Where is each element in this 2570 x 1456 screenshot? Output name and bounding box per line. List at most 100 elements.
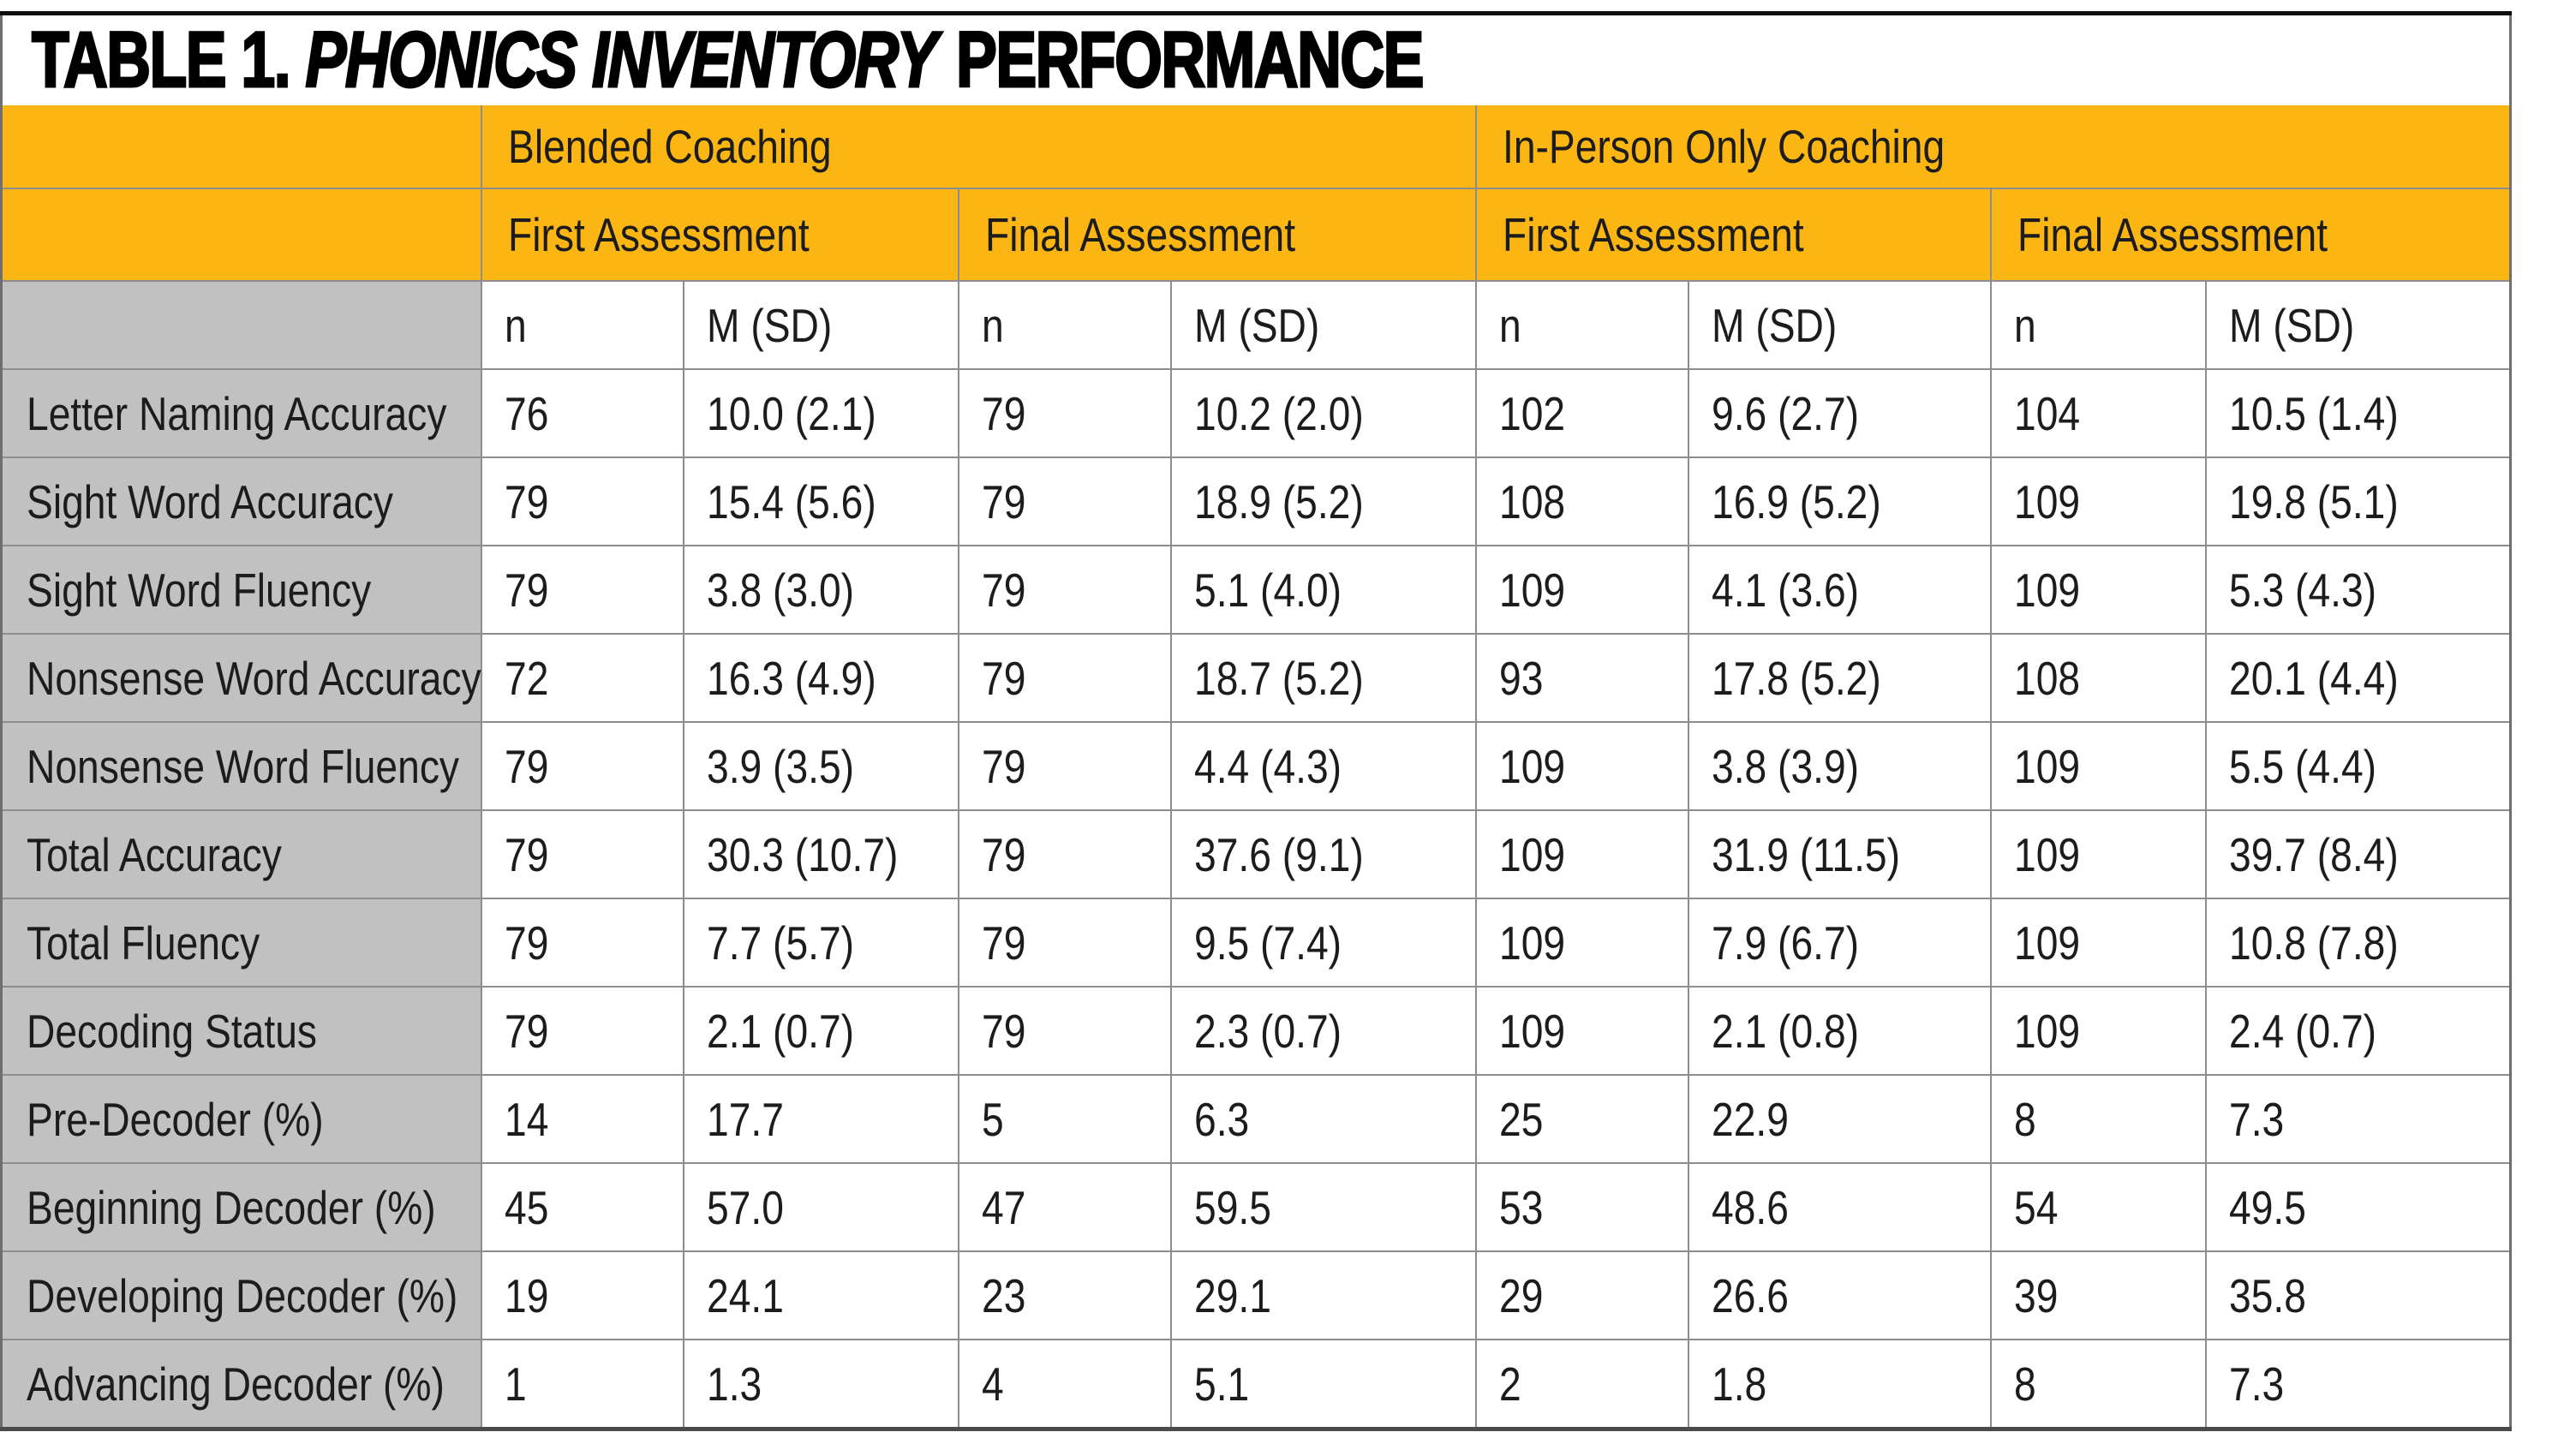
data-cell: 79 — [957, 545, 1172, 635]
stat-header-n: n — [957, 280, 1172, 370]
data-cell: 109 — [1989, 809, 2207, 899]
data-cell: 57.0 — [682, 1162, 959, 1252]
data-cell: 10.2 (2.0) — [1169, 368, 1477, 458]
row-label-cell: Developing Decoder (%) — [0, 1250, 482, 1340]
data-cell: 6.3 — [1169, 1074, 1477, 1164]
data-cell: 8 — [1989, 1074, 2207, 1164]
data-cell: 10.0 (2.1) — [682, 368, 959, 458]
stat-header-label: M (SD) — [1193, 298, 1319, 352]
row-label-cell: Sight Word Accuracy — [0, 456, 482, 546]
data-cell: 14 — [480, 1074, 684, 1164]
cell-value: 29 — [1498, 1268, 1543, 1322]
data-cell: 7.3 — [2204, 1074, 2513, 1164]
stat-header-n: n — [480, 280, 684, 370]
table-row-decoding-status: Decoding Status 79 2.1 (0.7) 79 2.3 (0.7… — [0, 986, 2513, 1076]
title-cell: TABLE 1. PHONICS INVENTORY PERFORMANCE — [0, 11, 2513, 105]
cell-value: 10.8 (7.8) — [2228, 916, 2399, 970]
data-cell: 79 — [957, 368, 1172, 458]
data-cell: 7.9 (6.7) — [1687, 898, 1992, 988]
data-cell: 72 — [480, 633, 684, 723]
row-label: Sight Word Accuracy — [27, 474, 393, 528]
cell-value: 79 — [504, 916, 548, 970]
table-row-nonsense-word-accuracy: Nonsense Word Accuracy 72 16.3 (4.9) 79 … — [0, 633, 2513, 723]
data-cell: 10.8 (7.8) — [2204, 898, 2513, 988]
row-label: Sight Word Fluency — [27, 563, 372, 617]
cell-value: 22.9 — [1711, 1092, 1789, 1146]
cell-value: 26.6 — [1711, 1268, 1789, 1322]
data-cell: 109 — [1989, 898, 2207, 988]
data-cell: 19.8 (5.1) — [2204, 456, 2513, 546]
data-cell: 49.5 — [2204, 1162, 2513, 1252]
data-cell: 54 — [1989, 1162, 2207, 1252]
cell-value: 48.6 — [1711, 1180, 1789, 1234]
data-cell: 26.6 — [1687, 1250, 1992, 1340]
cell-value: 2.1 (0.7) — [706, 1004, 854, 1058]
cell-value: 4.1 (3.6) — [1711, 563, 1859, 617]
row-label: Decoding Status — [27, 1004, 318, 1058]
stat-header-msd: M (SD) — [1687, 280, 1992, 370]
data-cell: 8 — [1989, 1339, 2207, 1431]
cell-value: 79 — [504, 1004, 548, 1058]
cell-value: 79 — [981, 916, 1025, 970]
cell-value: 79 — [981, 563, 1025, 617]
data-cell: 93 — [1474, 633, 1689, 723]
cell-value: 76 — [504, 386, 548, 440]
assessment-header-label: Final Assessment — [2017, 208, 2328, 261]
data-cell: 9.5 (7.4) — [1169, 898, 1477, 988]
cell-value: 79 — [504, 563, 548, 617]
data-cell: 109 — [1989, 721, 2207, 811]
data-cell: 4.4 (4.3) — [1169, 721, 1477, 811]
cell-value: 109 — [2013, 916, 2080, 970]
table-row-sight-word-accuracy: Sight Word Accuracy 79 15.4 (5.6) 79 18.… — [0, 456, 2513, 546]
cell-value: 47 — [981, 1180, 1025, 1234]
assessment-header-label: First Assessment — [1502, 208, 1804, 261]
title-italic-phonics-inventory: PHONICS INVENTORY — [304, 15, 938, 105]
data-cell: 2.3 (0.7) — [1169, 986, 1477, 1076]
assessment-header-blended-first: First Assessment — [480, 188, 959, 282]
row-label-cell: Pre-Decoder (%) — [0, 1074, 482, 1164]
cell-value: 109 — [1498, 739, 1565, 793]
data-cell: 10.5 (1.4) — [2204, 368, 2513, 458]
cell-value: 4.4 (4.3) — [1193, 739, 1342, 793]
data-cell: 5.5 (4.4) — [2204, 721, 2513, 811]
page-title: TABLE 1. PHONICS INVENTORY PERFORMANCE — [31, 15, 1425, 105]
row-label: Developing Decoder (%) — [27, 1268, 458, 1322]
row-label-cell: Advancing Decoder (%) — [0, 1339, 482, 1431]
cell-value: 5.3 (4.3) — [2228, 563, 2376, 617]
data-cell: 79 — [957, 721, 1172, 811]
cell-value: 109 — [1498, 827, 1565, 881]
cell-value: 25 — [1498, 1092, 1543, 1146]
data-cell: 15.4 (5.6) — [682, 456, 959, 546]
cell-value: 16.9 (5.2) — [1711, 474, 1881, 528]
data-cell: 4 — [957, 1339, 1172, 1431]
data-cell: 3.8 (3.9) — [1687, 721, 1992, 811]
title-suffix: PERFORMANCE — [940, 15, 1425, 105]
cell-value: 7.7 (5.7) — [706, 916, 854, 970]
data-cell: 18.9 (5.2) — [1169, 456, 1477, 546]
row-label-cell: Beginning Decoder (%) — [0, 1162, 482, 1252]
assessment-header-inperson-first: First Assessment — [1474, 188, 1992, 282]
data-cell: 109 — [1989, 545, 2207, 635]
data-cell: 5.1 (4.0) — [1169, 545, 1477, 635]
data-cell: 37.6 (9.1) — [1169, 809, 1477, 899]
cell-value: 2.4 (0.7) — [2228, 1004, 2376, 1058]
cell-value: 10.2 (2.0) — [1193, 386, 1364, 440]
data-cell: 79 — [957, 986, 1172, 1076]
cell-value: 37.6 (9.1) — [1193, 827, 1364, 881]
data-cell: 17.8 (5.2) — [1687, 633, 1992, 723]
cell-value: 59.5 — [1193, 1180, 1271, 1234]
row-label-cell: Letter Naming Accuracy — [0, 368, 482, 458]
cell-value: 8 — [2013, 1357, 2036, 1411]
data-cell: 16.9 (5.2) — [1687, 456, 1992, 546]
table-row-total-fluency: Total Fluency 79 7.7 (5.7) 79 9.5 (7.4) … — [0, 898, 2513, 988]
cell-value: 3.9 (3.5) — [706, 739, 854, 793]
data-cell: 39 — [1989, 1250, 2207, 1340]
cell-value: 39 — [2013, 1268, 2058, 1322]
cell-value: 79 — [504, 474, 548, 528]
cell-value: 109 — [2013, 739, 2080, 793]
data-cell: 17.7 — [682, 1074, 959, 1164]
cell-value: 5 — [981, 1092, 1004, 1146]
cell-value: 109 — [1498, 1004, 1565, 1058]
cell-value: 108 — [2013, 651, 2080, 705]
